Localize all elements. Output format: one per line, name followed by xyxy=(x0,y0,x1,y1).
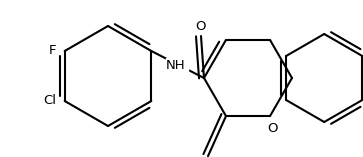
Text: O: O xyxy=(195,19,205,32)
Bar xyxy=(166,57,188,71)
Text: NH: NH xyxy=(166,59,185,72)
Text: Cl: Cl xyxy=(44,95,57,108)
Text: O: O xyxy=(267,122,277,135)
Text: F: F xyxy=(49,44,57,57)
